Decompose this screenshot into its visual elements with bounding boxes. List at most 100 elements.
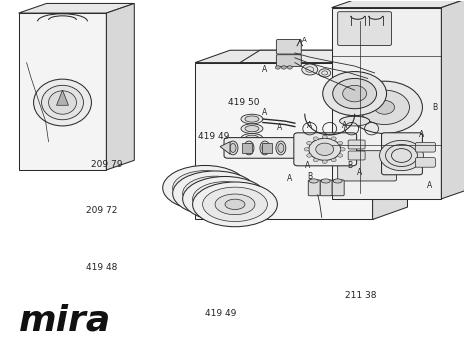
Ellipse shape xyxy=(339,116,370,126)
Ellipse shape xyxy=(205,189,245,209)
Text: 211 38: 211 38 xyxy=(345,290,376,300)
Text: 419 50: 419 50 xyxy=(228,98,259,107)
Circle shape xyxy=(343,85,366,102)
FancyBboxPatch shape xyxy=(294,133,357,166)
Ellipse shape xyxy=(173,171,258,216)
Ellipse shape xyxy=(245,116,259,122)
FancyBboxPatch shape xyxy=(348,151,365,160)
Text: A: A xyxy=(302,37,306,43)
FancyBboxPatch shape xyxy=(325,74,361,113)
Text: 209 72: 209 72 xyxy=(86,206,118,215)
FancyBboxPatch shape xyxy=(338,151,397,181)
Circle shape xyxy=(340,148,345,151)
Circle shape xyxy=(309,138,341,160)
Text: A: A xyxy=(357,168,362,177)
Text: A: A xyxy=(419,130,424,139)
Circle shape xyxy=(275,66,280,69)
Polygon shape xyxy=(240,50,405,63)
Text: A: A xyxy=(287,174,292,183)
FancyBboxPatch shape xyxy=(382,133,422,175)
Circle shape xyxy=(281,66,286,69)
FancyBboxPatch shape xyxy=(415,158,435,167)
FancyBboxPatch shape xyxy=(276,40,301,54)
FancyBboxPatch shape xyxy=(262,143,272,153)
Text: B: B xyxy=(432,103,437,112)
Circle shape xyxy=(313,158,318,162)
FancyBboxPatch shape xyxy=(332,180,344,196)
Ellipse shape xyxy=(48,91,76,114)
Ellipse shape xyxy=(195,183,235,204)
Ellipse shape xyxy=(205,188,225,198)
Ellipse shape xyxy=(33,79,92,126)
Circle shape xyxy=(313,137,318,140)
Circle shape xyxy=(307,154,312,157)
Ellipse shape xyxy=(230,144,236,152)
Text: A: A xyxy=(427,181,432,190)
Ellipse shape xyxy=(228,141,238,155)
Text: 419 48: 419 48 xyxy=(86,263,118,272)
Ellipse shape xyxy=(203,187,267,222)
Ellipse shape xyxy=(278,144,284,152)
FancyBboxPatch shape xyxy=(224,138,307,158)
Circle shape xyxy=(307,141,312,145)
Text: A: A xyxy=(262,108,267,117)
Circle shape xyxy=(359,90,410,125)
FancyBboxPatch shape xyxy=(338,12,392,46)
Circle shape xyxy=(331,158,336,162)
Polygon shape xyxy=(332,0,465,8)
Ellipse shape xyxy=(333,179,342,183)
Ellipse shape xyxy=(241,124,263,133)
Ellipse shape xyxy=(309,179,318,183)
Ellipse shape xyxy=(244,141,254,155)
Ellipse shape xyxy=(193,182,277,227)
Ellipse shape xyxy=(195,183,215,193)
Ellipse shape xyxy=(245,126,259,132)
FancyBboxPatch shape xyxy=(242,143,252,153)
Circle shape xyxy=(287,66,292,69)
Circle shape xyxy=(322,135,327,139)
Ellipse shape xyxy=(245,135,259,141)
Circle shape xyxy=(302,64,318,75)
Circle shape xyxy=(375,100,394,114)
Text: A: A xyxy=(277,124,282,133)
Circle shape xyxy=(322,160,327,163)
Polygon shape xyxy=(372,50,407,219)
Text: B: B xyxy=(347,161,352,170)
Ellipse shape xyxy=(262,144,268,152)
Polygon shape xyxy=(332,8,441,199)
Circle shape xyxy=(331,137,336,140)
Ellipse shape xyxy=(241,114,263,124)
Polygon shape xyxy=(441,0,465,199)
Text: mira: mira xyxy=(19,304,111,338)
Polygon shape xyxy=(195,63,372,219)
Circle shape xyxy=(304,148,309,151)
Text: 209 79: 209 79 xyxy=(92,160,123,169)
Circle shape xyxy=(323,71,386,116)
Ellipse shape xyxy=(185,177,225,198)
Polygon shape xyxy=(195,50,407,63)
FancyBboxPatch shape xyxy=(276,55,301,66)
FancyBboxPatch shape xyxy=(308,180,320,196)
FancyBboxPatch shape xyxy=(348,140,365,149)
Ellipse shape xyxy=(183,176,247,211)
Ellipse shape xyxy=(276,141,286,155)
Circle shape xyxy=(379,140,424,171)
Text: B: B xyxy=(307,172,312,181)
Polygon shape xyxy=(106,4,134,170)
Ellipse shape xyxy=(41,85,83,120)
Circle shape xyxy=(338,154,343,157)
Circle shape xyxy=(316,143,334,155)
Ellipse shape xyxy=(215,194,255,215)
Polygon shape xyxy=(19,13,106,170)
Text: A: A xyxy=(305,161,311,170)
Ellipse shape xyxy=(193,182,258,216)
FancyBboxPatch shape xyxy=(320,180,332,196)
Ellipse shape xyxy=(163,166,247,210)
Circle shape xyxy=(332,78,377,109)
Text: 419 49: 419 49 xyxy=(205,309,237,318)
Ellipse shape xyxy=(215,194,235,204)
Circle shape xyxy=(338,141,343,145)
Ellipse shape xyxy=(321,179,330,183)
Circle shape xyxy=(347,81,422,133)
Ellipse shape xyxy=(241,133,263,143)
